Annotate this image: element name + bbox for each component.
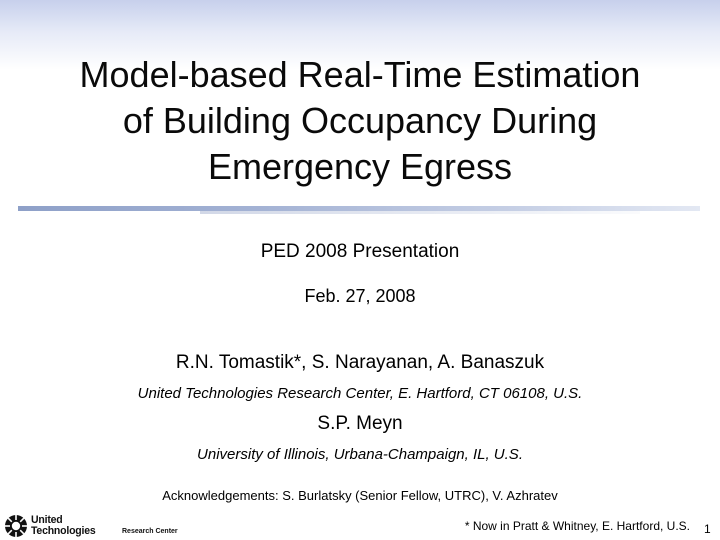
united-technologies-logo-icon — [5, 515, 27, 537]
presentation-date: Feb. 27, 2008 — [304, 286, 416, 306]
header-gradient-band — [0, 0, 720, 70]
authors-utrc: R.N. Tomastik*, S. Narayanan, A. Banaszu… — [175, 352, 545, 373]
title-line: Emergency Egress — [207, 146, 513, 187]
logo-wordmark-line: United — [31, 513, 63, 527]
acknowledgements: Acknowledgements: S. Burlatsky (Senior F… — [162, 488, 558, 503]
authors-uiuc: S.P. Meyn — [317, 413, 403, 434]
title-divider-shadow — [200, 211, 640, 214]
affiliation-uiuc: University of Illinois, Urbana-Champaign… — [197, 446, 523, 463]
logo-research-center: Research Center — [122, 528, 178, 535]
title-line: of Building Occupancy During — [122, 100, 598, 141]
page-number: 1 — [704, 522, 711, 536]
slide-title: Model-based Real-Time Estimation of Buil… — [20, 52, 700, 190]
footnote: * Now in Pratt & Whitney, E. Hartford, U… — [464, 519, 690, 533]
presentation-subtitle: PED 2008 Presentation — [260, 241, 460, 262]
title-line: Model-based Real-Time Estimation — [79, 54, 641, 95]
affiliation-utrc: United Technologies Research Center, E. … — [137, 385, 583, 402]
title-divider — [18, 206, 700, 211]
logo-wordmark-line: Technologies — [31, 524, 96, 538]
company-logo: United Technologies — [4, 514, 104, 538]
